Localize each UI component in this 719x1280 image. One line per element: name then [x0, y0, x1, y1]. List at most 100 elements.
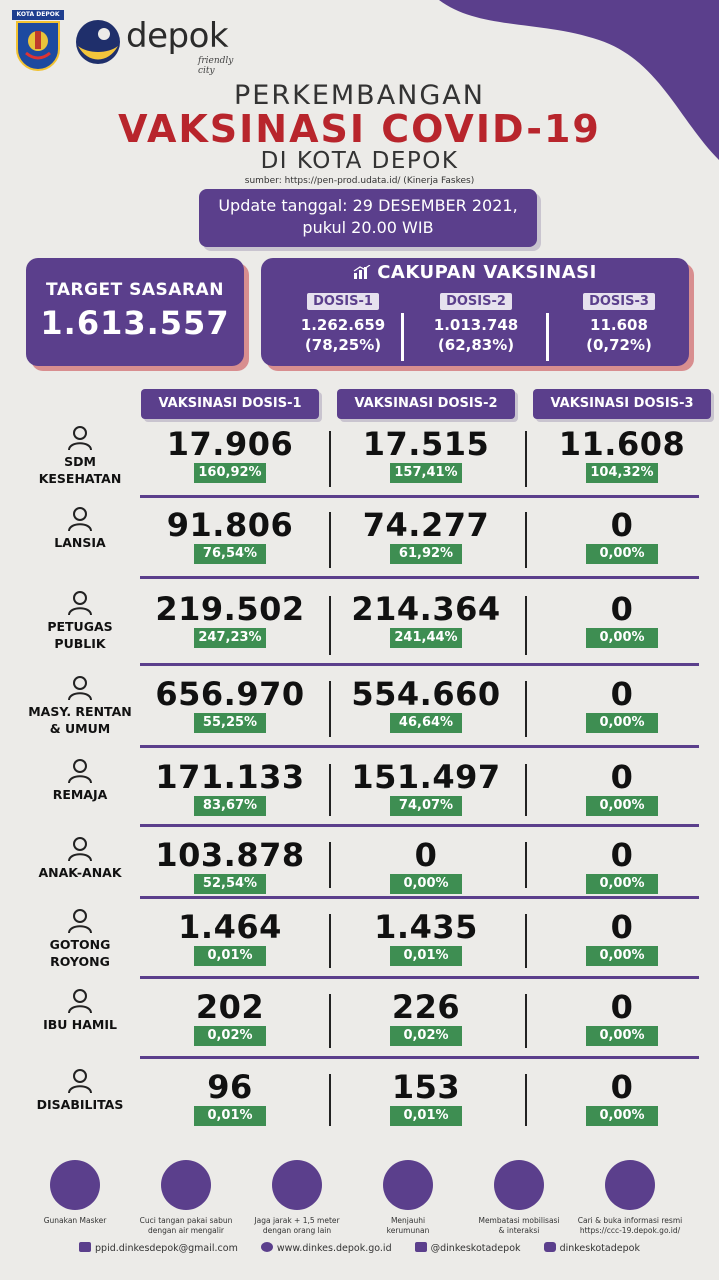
row-label-line-1: IBU HAMIL: [43, 1017, 117, 1032]
cell-value: 17.906: [166, 425, 294, 463]
cell-value: 0: [414, 836, 438, 874]
cell-percent-badge: 55,25%: [194, 713, 266, 733]
update-line-2: pukul 20.00 WIB: [302, 218, 434, 237]
table-cell: 17.906 160,92%: [141, 427, 319, 483]
column-divider: [329, 596, 331, 655]
table-cell: 0 0,00%: [533, 677, 711, 733]
dosis-value: 1.013.748: [433, 316, 519, 334]
twitter-text: @dinkeskotadepok: [430, 1243, 521, 1254]
row-label-5: ANAK-ANAK: [20, 836, 140, 881]
health-tip-item: Membatasi mobilisasi & interaksi: [464, 1160, 574, 1236]
title-line-2: VAKSINASI COVID-19: [118, 107, 601, 151]
row-label-4: REMAJA: [20, 758, 140, 803]
contact-email[interactable]: ppid.dinkesdepok@gmail.com: [79, 1242, 238, 1254]
target-label: TARGET SASARAN: [46, 280, 224, 300]
handwash-icon: [161, 1160, 211, 1210]
row-divider: [140, 663, 699, 666]
table-cell: 0 0,00%: [533, 910, 711, 966]
cell-percent-badge: 0,02%: [390, 1026, 462, 1046]
cell-value: 153: [391, 1068, 461, 1106]
cakupan-header: CAKUPAN VAKSINASI: [261, 262, 689, 283]
table-cell: 103.878 52,54%: [141, 838, 319, 894]
email-text: ppid.dinkesdepok@gmail.com: [95, 1243, 238, 1254]
row-label-line-1: DISABILITAS: [36, 1097, 124, 1112]
column-divider: [525, 994, 527, 1048]
cell-percent-badge: 61,92%: [390, 544, 462, 564]
cell-percent-badge: 0,00%: [586, 946, 658, 966]
row-label-line-1: PETUGAS: [47, 619, 113, 634]
cell-value: 96: [207, 1068, 253, 1106]
logo-tagline: friendly city: [198, 56, 234, 76]
column-divider: [525, 1074, 527, 1126]
contact-website[interactable]: www.dinkes.depok.go.id: [260, 1242, 392, 1254]
row-label-line-1: REMAJA: [52, 787, 108, 802]
table-cell: 1.464 0,01%: [141, 910, 319, 966]
cell-value: 0: [610, 758, 634, 796]
table-cell: 151.497 74,07%: [337, 760, 515, 816]
column-divider: [329, 681, 331, 737]
health-workers-icon: [68, 426, 92, 451]
row-label-line-2: & UMUM: [49, 721, 111, 736]
column-divider: [525, 764, 527, 816]
table-cell: 202 0,02%: [141, 990, 319, 1046]
cell-value: 151.497: [351, 758, 501, 796]
dosis-percent: (78,25%): [304, 336, 382, 354]
target-sasaran-box: TARGET SASARAN 1.613.557: [26, 258, 244, 366]
email-icon: [79, 1242, 92, 1252]
cell-value: 0: [610, 675, 634, 713]
pregnant-icon: [68, 989, 92, 1014]
cell-percent-badge: 0,00%: [586, 1106, 658, 1126]
table-cell: 17.515 157,41%: [337, 427, 515, 483]
column-divider: [329, 842, 331, 888]
dosis-label: DOSIS-2: [440, 293, 512, 310]
title-line-3: DI KOTA DEPOK: [260, 148, 459, 174]
table-cell: 0 0,00%: [533, 838, 711, 894]
cell-percent-badge: 0,00%: [390, 874, 462, 894]
tip-line-1: Membatasi mobilisasi: [478, 1216, 560, 1225]
row-label-7: IBU HAMIL: [20, 988, 140, 1033]
health-tip-item: Cari & buka informasi resmi https://ccc-1…: [575, 1160, 685, 1236]
cell-percent-badge: 0,01%: [194, 1106, 266, 1126]
teen-icon: [68, 759, 92, 784]
cell-value: 171.133: [155, 758, 305, 796]
community-icon: [68, 676, 92, 701]
cell-value: 91.806: [166, 506, 294, 544]
corner-decoration: [439, 0, 719, 160]
table-cell: 91.806 76,54%: [141, 508, 319, 564]
tip-line-2: https://ccc-19.depok.go.id/: [579, 1226, 681, 1235]
column-header-dosis-2: VAKSINASI DOSIS-2: [337, 389, 515, 419]
website-text: www.dinkes.depok.go.id: [276, 1243, 392, 1254]
cell-percent-badge: 0,02%: [194, 1026, 266, 1046]
column-divider: [525, 681, 527, 737]
cell-percent-badge: 0,00%: [586, 713, 658, 733]
cell-percent-badge: 46,64%: [390, 713, 462, 733]
row-label-line-2: ROYONG: [50, 954, 110, 969]
column-divider: [329, 764, 331, 816]
tip-line-2: kerumunan: [386, 1226, 430, 1235]
cell-percent-badge: 0,00%: [586, 544, 658, 564]
cell-value: 103.878: [155, 836, 305, 874]
tip-line-2: dengan orang lain: [262, 1226, 332, 1235]
elderly-icon: [68, 507, 92, 532]
source-text: sumber: https://pen-prod.udata.id/ (Kine…: [244, 176, 475, 186]
kota-logo-shield: [16, 21, 60, 71]
tip-line-1: Cari & buka informasi resmi: [577, 1216, 683, 1225]
table-cell: 656.970 55,25%: [141, 677, 319, 733]
cell-percent-badge: 157,41%: [390, 463, 462, 483]
depok-logo: depok friendly city: [74, 14, 244, 76]
contact-instagram[interactable]: dinkeskotadepok: [543, 1242, 640, 1254]
bar-chart-icon: [353, 265, 371, 279]
column-divider: [525, 842, 527, 888]
health-tip-item: Menjauhi kerumunan: [353, 1160, 463, 1236]
health-tip-item: Cuci tangan pakai sabun dengan air mengal…: [131, 1160, 241, 1236]
kota-depok-logo: KOTA DEPOK: [12, 10, 64, 72]
health-tip-item: Jaga jarak + 1,5 meter dengan orang lain: [242, 1160, 352, 1236]
column-divider: [329, 512, 331, 568]
contact-twitter[interactable]: @dinkeskotadepok: [414, 1242, 521, 1254]
dosis-value: 11.608: [590, 316, 648, 334]
dosis-divider: [546, 313, 549, 361]
cell-value: 17.515: [362, 425, 490, 463]
tip-line-2: dengan air mengalir: [147, 1226, 225, 1235]
table-cell: 214.364 241,44%: [337, 592, 515, 648]
table-cell: 219.502 247,23%: [141, 592, 319, 648]
